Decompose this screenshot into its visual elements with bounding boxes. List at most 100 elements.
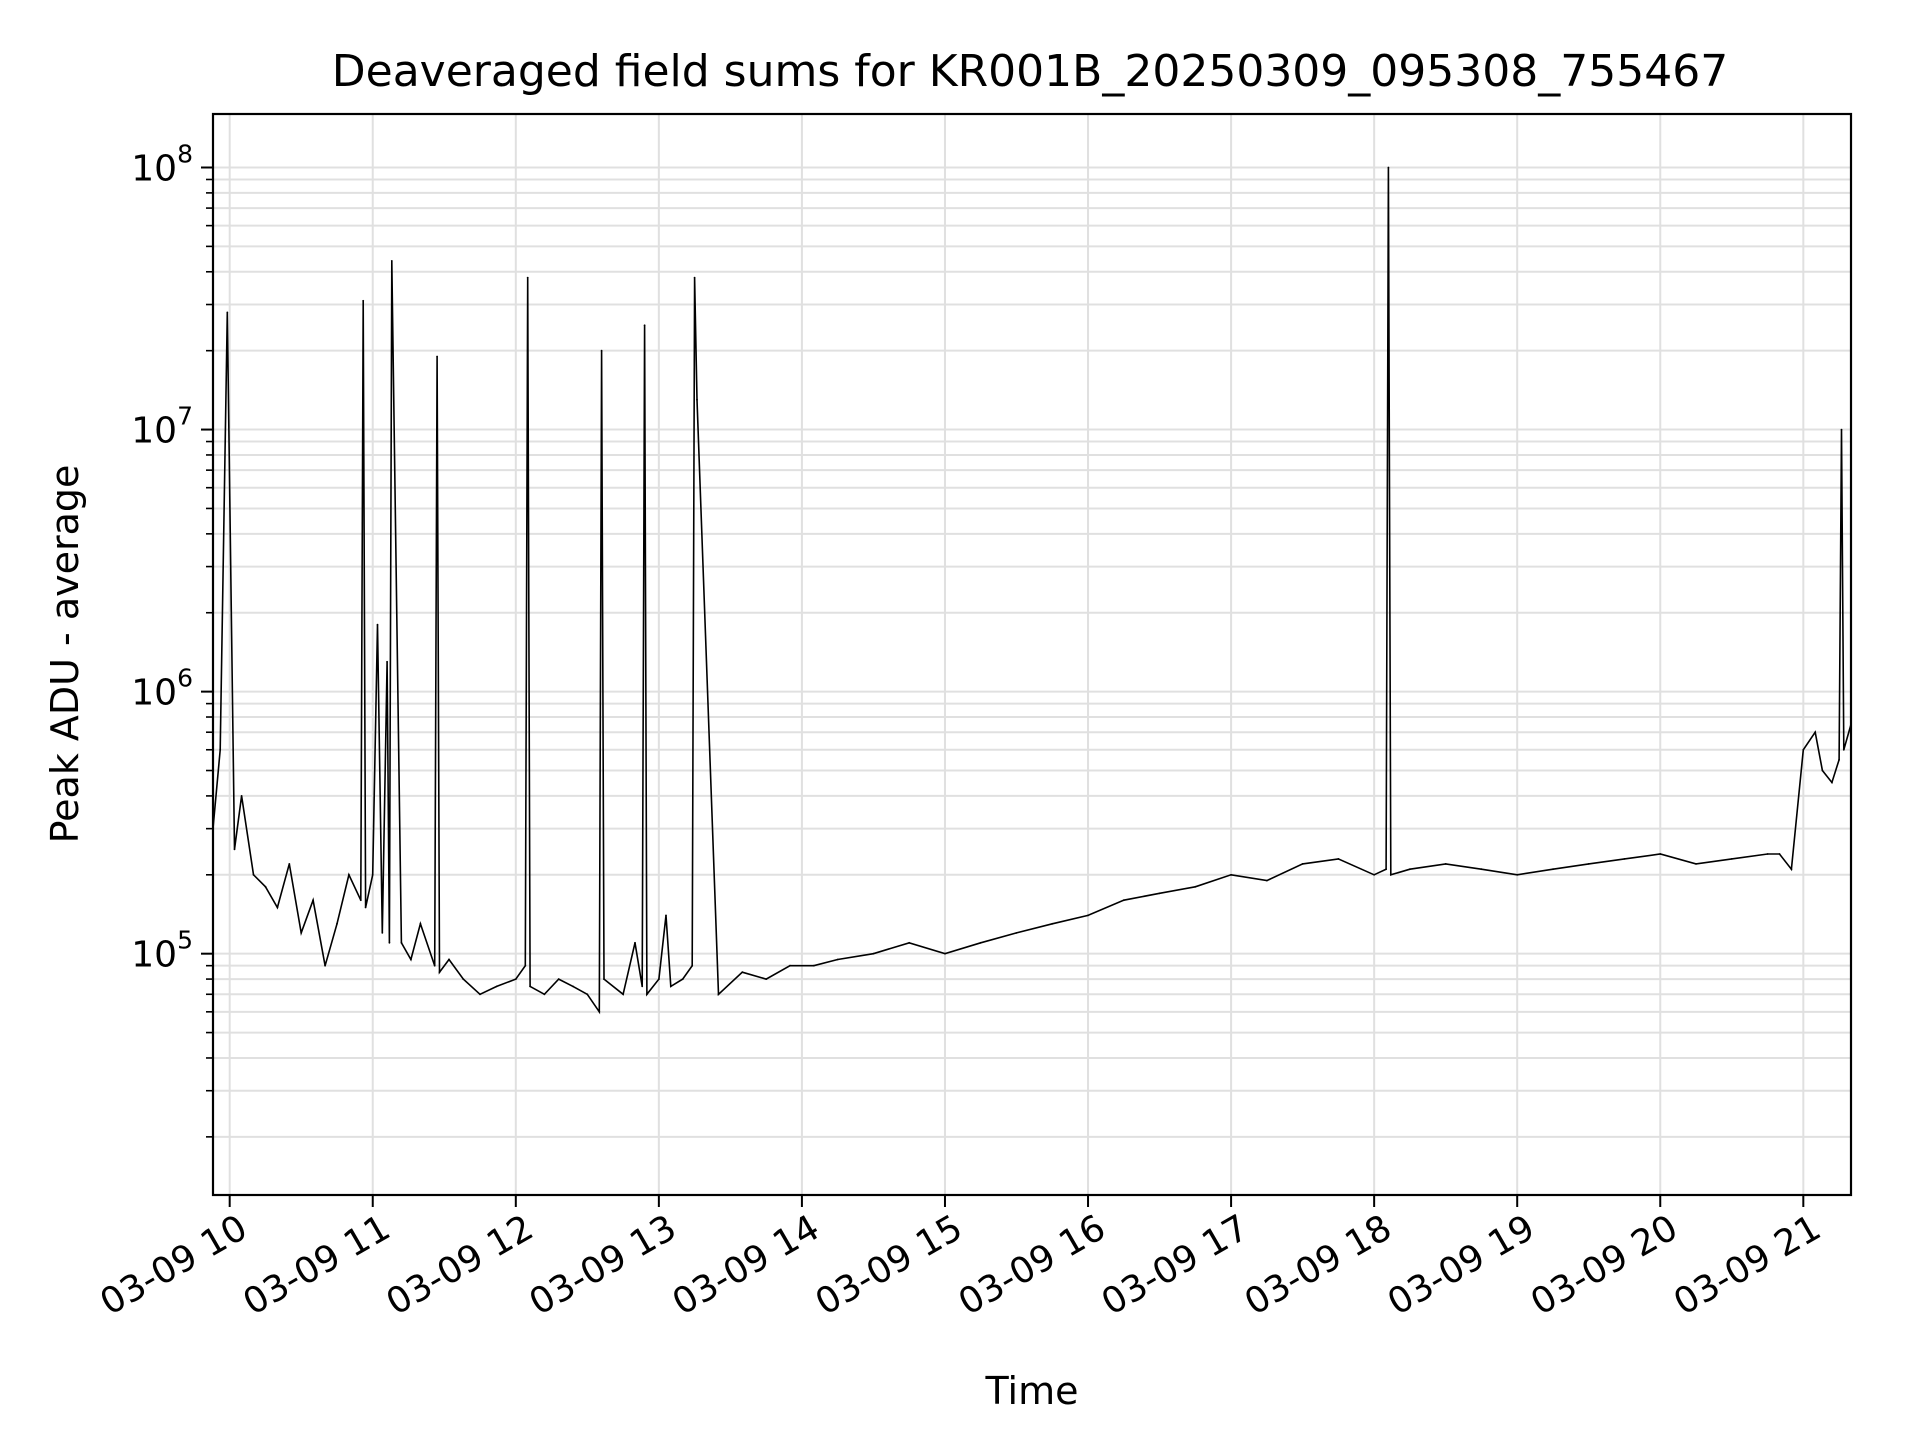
data-point bbox=[696, 398, 698, 401]
data-point bbox=[1840, 428, 1843, 431]
x-tick-label: 03-09 19 bbox=[1381, 1207, 1542, 1323]
y-tick-exponent: 5 bbox=[177, 926, 193, 955]
data-point bbox=[979, 941, 982, 944]
data-point bbox=[526, 276, 529, 279]
data-point bbox=[514, 978, 517, 980]
data-point bbox=[1301, 863, 1304, 865]
data-point bbox=[1838, 758, 1840, 761]
chart-title: Deaveraged field sums for KR001B_2025030… bbox=[332, 46, 1728, 97]
data-point bbox=[603, 978, 605, 980]
data-point bbox=[1373, 873, 1375, 876]
data-point bbox=[543, 993, 546, 996]
data-point bbox=[462, 978, 465, 980]
data-point bbox=[1842, 748, 1845, 751]
data-point bbox=[1015, 932, 1018, 934]
y-tick-base: 10 bbox=[131, 673, 177, 714]
data-point bbox=[908, 941, 911, 944]
data-point bbox=[1385, 868, 1387, 871]
data-point bbox=[376, 623, 379, 626]
data-point bbox=[364, 906, 367, 909]
data-point bbox=[1480, 868, 1483, 871]
data-point bbox=[1659, 853, 1662, 855]
data-point bbox=[479, 993, 481, 996]
data-point bbox=[586, 993, 589, 996]
data-point bbox=[665, 914, 667, 917]
data-point bbox=[438, 971, 441, 974]
x-tick-label: 03-09 18 bbox=[1238, 1207, 1399, 1323]
y-tick-label: 106 bbox=[131, 664, 193, 714]
data-point bbox=[219, 748, 222, 751]
data-point bbox=[388, 941, 391, 944]
data-point bbox=[1552, 868, 1554, 871]
data-point bbox=[226, 311, 229, 314]
data-point bbox=[765, 978, 768, 980]
plot-frame bbox=[211, 112, 1853, 1197]
data-point bbox=[1051, 922, 1054, 925]
data-point bbox=[1266, 879, 1268, 882]
data-point bbox=[646, 993, 648, 996]
data-point bbox=[1444, 863, 1447, 865]
data-point bbox=[1831, 781, 1833, 784]
y-tick-exponent: 7 bbox=[177, 402, 193, 431]
y-tick-base: 10 bbox=[131, 148, 177, 189]
data-point bbox=[1516, 873, 1519, 876]
x-tick-label: 03-09 16 bbox=[952, 1207, 1113, 1323]
data-point bbox=[622, 993, 624, 996]
data-point bbox=[1587, 863, 1590, 865]
data-point bbox=[381, 932, 384, 934]
y-tick-base: 10 bbox=[131, 411, 177, 452]
data-point bbox=[371, 873, 374, 876]
data-point bbox=[1122, 899, 1125, 902]
data-point bbox=[529, 985, 531, 988]
data-point bbox=[433, 964, 436, 967]
x-tick-label: 03-09 10 bbox=[94, 1207, 255, 1323]
y-tick-label: 107 bbox=[131, 402, 193, 452]
data-point bbox=[386, 660, 388, 663]
data-point bbox=[336, 922, 338, 925]
data-point bbox=[324, 964, 326, 967]
y-axis-label: Peak ADU - average bbox=[43, 465, 87, 844]
data-point bbox=[693, 276, 696, 279]
y-tick-label: 108 bbox=[131, 139, 193, 189]
data-point bbox=[1766, 853, 1769, 855]
data-point bbox=[717, 993, 720, 996]
data-point bbox=[1790, 868, 1793, 871]
data-point bbox=[264, 885, 267, 888]
data-point bbox=[572, 985, 574, 988]
data-point bbox=[1230, 873, 1232, 876]
data-point bbox=[276, 906, 279, 909]
data-point bbox=[359, 899, 362, 902]
data-point bbox=[1778, 853, 1781, 855]
data-point bbox=[1695, 863, 1697, 865]
data-point bbox=[598, 1010, 601, 1013]
data-point bbox=[233, 848, 236, 851]
data-point bbox=[419, 922, 422, 925]
data-point bbox=[1387, 166, 1390, 169]
data-point bbox=[1409, 868, 1411, 871]
data-point bbox=[1087, 914, 1089, 917]
data-point bbox=[300, 932, 303, 934]
data-point bbox=[658, 978, 660, 980]
data-point bbox=[1158, 892, 1161, 895]
data-point bbox=[312, 899, 314, 902]
data-point bbox=[812, 964, 815, 967]
data-point bbox=[390, 260, 393, 262]
data-point bbox=[641, 985, 644, 988]
data-point bbox=[557, 978, 560, 980]
data-point bbox=[789, 964, 791, 967]
data-point bbox=[1194, 885, 1197, 888]
y-tick-exponent: 6 bbox=[177, 664, 193, 693]
data-point bbox=[634, 941, 636, 944]
data-point bbox=[448, 958, 450, 961]
y-tick-label: 105 bbox=[131, 926, 193, 976]
data-point bbox=[252, 873, 255, 876]
data-point bbox=[1730, 858, 1733, 860]
data-point bbox=[1337, 858, 1340, 860]
x-tick-label: 03-09 20 bbox=[1524, 1207, 1685, 1323]
x-axis-label: Time bbox=[985, 1369, 1079, 1413]
data-point bbox=[944, 952, 946, 955]
series-layer bbox=[212, 166, 1852, 1015]
